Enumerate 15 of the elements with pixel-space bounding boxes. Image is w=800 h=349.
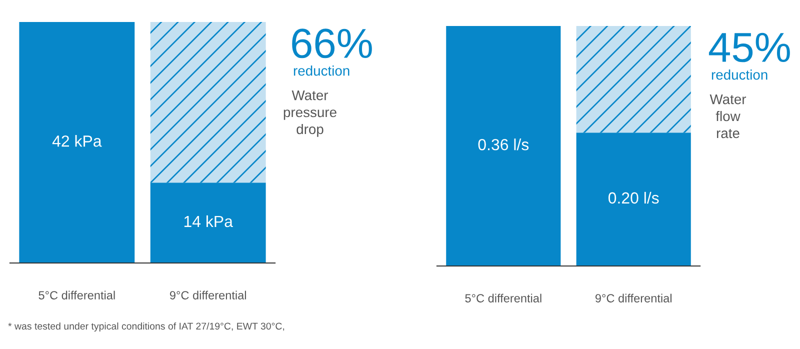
data-label: 14 kPa — [184, 215, 233, 228]
text: 66% — [292, 28, 372, 58]
data-label: 0.36 l/s — [478, 138, 529, 150]
text: reduction — [712, 70, 768, 80]
text: Water flow rate — [710, 94, 746, 138]
text: reduction — [294, 66, 350, 76]
x-tick-label: 5°C differential — [465, 294, 542, 302]
text: 45% — [708, 32, 790, 62]
text: Water pressure drop — [284, 90, 336, 137]
text: * was tested under typical conditions of IAT 27/19°C, EWT 30°C, — [8, 322, 284, 332]
data-label: 42 kPa — [52, 135, 102, 147]
x-tick-label: 9°C differential — [170, 290, 246, 300]
x-tick-label: 9°C differential — [595, 294, 672, 302]
x-tick-label: 5°C differential — [38, 290, 115, 300]
data-label: 0.20 l/s — [608, 192, 659, 204]
